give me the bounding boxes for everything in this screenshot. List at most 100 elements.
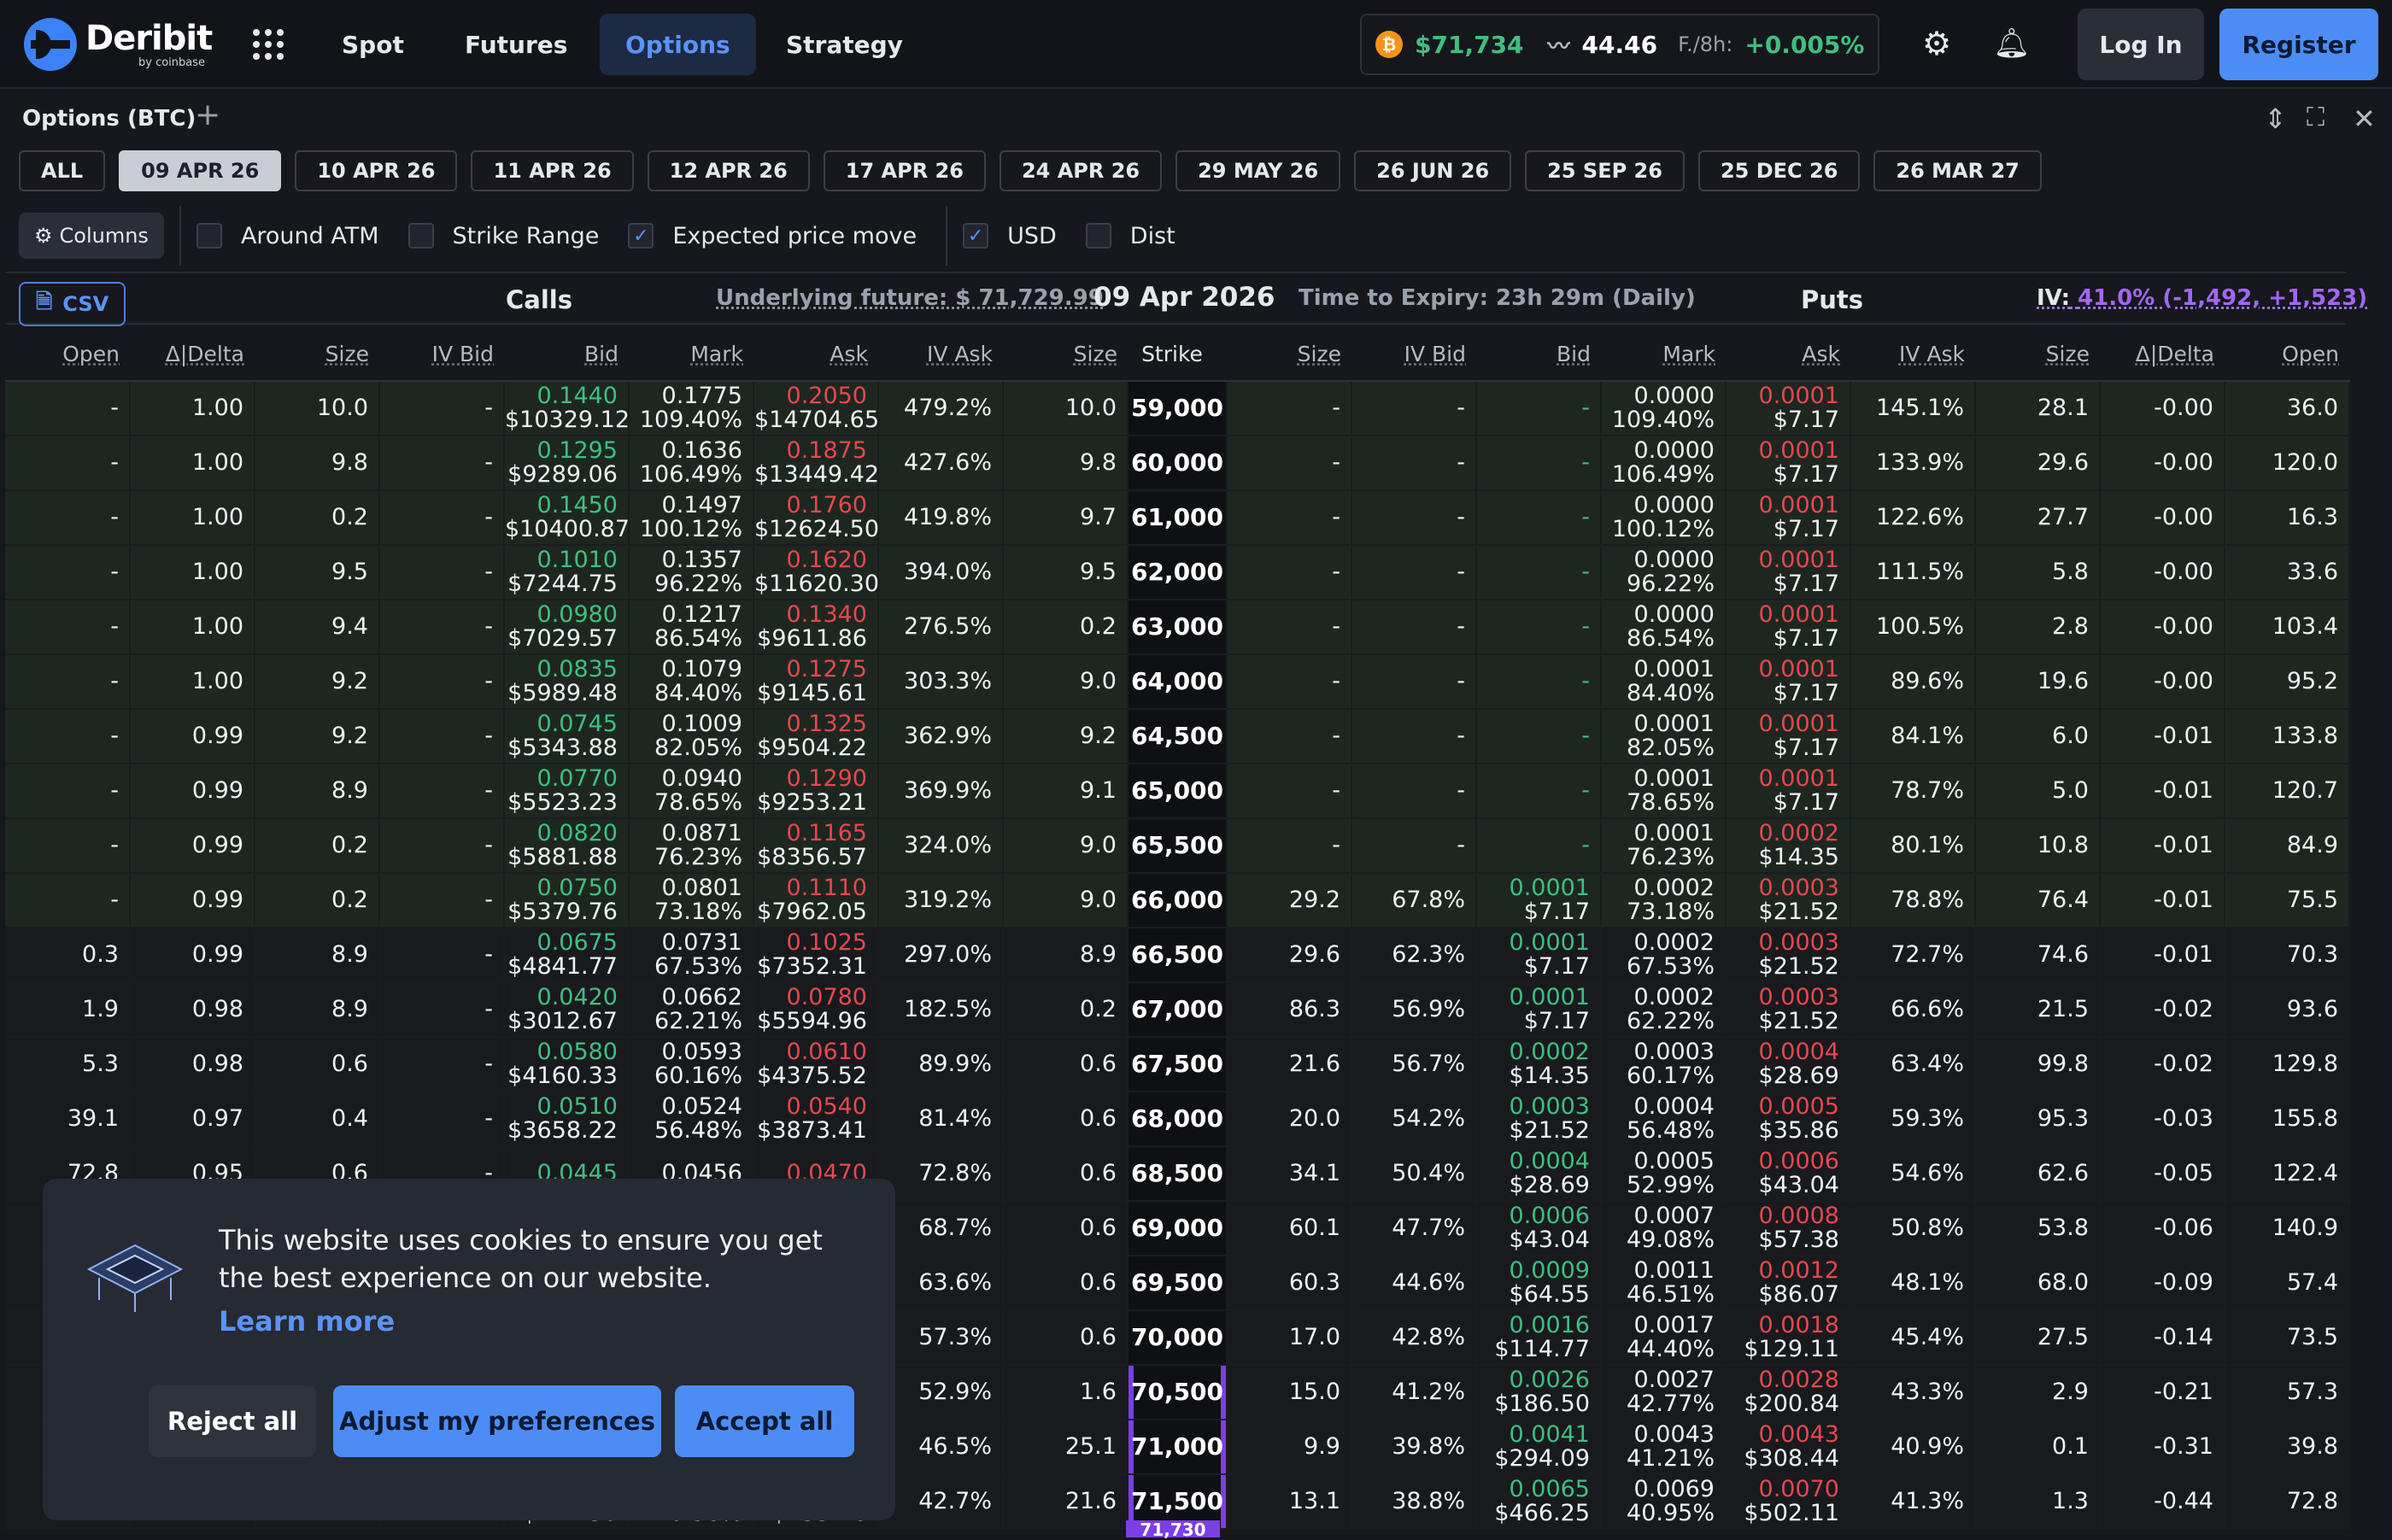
apps-grid-icon[interactable] xyxy=(253,29,284,60)
call-cell[interactable]: 0.2 xyxy=(1003,600,1129,655)
put-cell[interactable]: -0.05 xyxy=(2100,1146,2225,1202)
column-header[interactable]: Mark xyxy=(1601,328,1726,382)
put-cell[interactable]: 56.9% xyxy=(1351,982,1477,1038)
put-cell[interactable]: - xyxy=(1476,818,1602,874)
strike-cell[interactable]: 67,000 xyxy=(1128,982,1228,1038)
strike-cell[interactable]: 65,000 xyxy=(1128,764,1228,819)
put-cell[interactable]: 54.2% xyxy=(1351,1092,1477,1147)
call-cell[interactable]: 9.2 xyxy=(255,709,380,764)
call-cell[interactable]: 8.9 xyxy=(255,928,380,983)
call-cell[interactable]: 479.2% xyxy=(878,381,1004,436)
expiry-tab[interactable]: 26 MAR 27 xyxy=(1873,150,2042,191)
put-cell[interactable]: 0.0001 $7.17 xyxy=(1476,873,1602,928)
put-cell[interactable]: -0.00 xyxy=(2100,545,2225,600)
call-cell[interactable]: 0.0835 $5989.48 xyxy=(504,654,630,710)
strike-cell[interactable]: 60,000 xyxy=(1128,436,1228,491)
call-cell[interactable]: 0.99 xyxy=(130,873,255,928)
add-tab-icon[interactable]: + xyxy=(195,97,221,132)
put-cell[interactable]: 0.0070 $502.11 xyxy=(1726,1474,1851,1530)
call-cell[interactable]: 39.1 xyxy=(5,1092,131,1147)
put-cell[interactable]: 0.0026 $186.50 xyxy=(1476,1365,1602,1420)
put-cell[interactable]: 99.8 xyxy=(1975,1037,2101,1092)
put-cell[interactable]: 56.7% xyxy=(1351,1037,1477,1092)
call-cell[interactable]: 9.7 xyxy=(1003,490,1129,546)
call-cell[interactable]: 0.2 xyxy=(1003,982,1129,1038)
expiry-tab[interactable]: 24 APR 26 xyxy=(999,150,1163,191)
put-cell[interactable]: 0.0028 $200.84 xyxy=(1726,1365,1851,1420)
put-cell[interactable]: - xyxy=(1351,818,1477,874)
call-cell[interactable]: - xyxy=(379,436,505,491)
column-header[interactable]: Bid xyxy=(504,328,629,382)
call-cell[interactable]: 0.2 xyxy=(255,873,380,928)
put-cell[interactable]: 2.9 xyxy=(1975,1365,2101,1420)
put-cell[interactable]: - xyxy=(1227,818,1352,874)
expiry-tab[interactable]: 25 DEC 26 xyxy=(1697,150,1861,191)
call-cell[interactable]: 9.0 xyxy=(1003,654,1129,710)
put-cell[interactable]: - xyxy=(1227,436,1352,491)
option-row[interactable]: -0.99 8.9-0.0770 $5523.23 0.0940 78.65% 0.129… xyxy=(5,764,2350,819)
option-row[interactable]: -1.00 10.0-0.1440 $10329.12 0.1775 109.40% 0.… xyxy=(5,381,2350,436)
call-cell[interactable]: 0.1025 $7352.31 xyxy=(753,928,879,983)
call-cell[interactable]: 8.9 xyxy=(1003,928,1129,983)
nav-futures[interactable]: Futures xyxy=(465,30,568,59)
put-cell[interactable]: 0.0012 $86.07 xyxy=(1726,1256,1851,1311)
put-cell[interactable]: 70.3 xyxy=(2225,928,2350,983)
call-cell[interactable]: 5.3 xyxy=(5,1037,131,1092)
call-cell[interactable]: - xyxy=(5,600,131,655)
call-cell[interactable]: - xyxy=(379,545,505,600)
call-cell[interactable]: 0.1110 $7962.05 xyxy=(753,873,879,928)
call-cell[interactable]: 0.4 xyxy=(255,1092,380,1147)
call-cell[interactable]: 0.0420 $3012.67 xyxy=(504,982,630,1038)
put-cell[interactable]: 120.7 xyxy=(2225,764,2350,819)
put-cell[interactable]: -0.44 xyxy=(2100,1474,2225,1530)
put-cell[interactable]: 122.4 xyxy=(2225,1146,2350,1202)
put-cell[interactable]: 76.4 xyxy=(1975,873,2101,928)
put-cell[interactable]: 0.0001 $7.17 xyxy=(1726,490,1851,546)
put-cell[interactable]: 0.0002 $14.35 xyxy=(1476,1037,1602,1092)
call-cell[interactable]: 0.0871 76.23% xyxy=(629,818,754,874)
put-cell[interactable]: 20.0 xyxy=(1227,1092,1352,1147)
put-cell[interactable]: 140.9 xyxy=(2225,1201,2350,1256)
put-cell[interactable]: 0.0000 106.49% xyxy=(1601,436,1727,491)
toggle-strike-range[interactable]: Strike Range xyxy=(407,223,599,249)
call-cell[interactable]: - xyxy=(5,545,131,600)
put-cell[interactable]: - xyxy=(1476,709,1602,764)
call-cell[interactable]: 10.0 xyxy=(255,381,380,436)
call-cell[interactable]: 9.5 xyxy=(255,545,380,600)
put-cell[interactable]: 0.0003 60.17% xyxy=(1601,1037,1727,1092)
put-cell[interactable]: 89.6% xyxy=(1850,654,1976,710)
call-cell[interactable]: - xyxy=(5,436,131,491)
checkbox[interactable]: ✓ xyxy=(963,223,989,249)
call-cell[interactable]: 0.2050 $14704.65 xyxy=(753,381,879,436)
strike-cell[interactable]: 68,000 xyxy=(1128,1092,1228,1147)
call-cell[interactable]: 0.0750 $5379.76 xyxy=(504,873,630,928)
strike-cell[interactable]: 66,500 xyxy=(1128,928,1228,983)
put-cell[interactable]: -0.00 xyxy=(2100,436,2225,491)
put-cell[interactable]: 0.0000 109.40% xyxy=(1601,381,1727,436)
option-row[interactable]: -0.99 9.2-0.0745 $5343.88 0.1009 82.05% 0.132… xyxy=(5,709,2350,764)
put-cell[interactable]: 0.0001 $7.17 xyxy=(1726,709,1851,764)
put-cell[interactable]: 0.0000 100.12% xyxy=(1601,490,1727,546)
put-cell[interactable]: - xyxy=(1351,381,1477,436)
put-cell[interactable]: -0.01 xyxy=(2100,709,2225,764)
put-cell[interactable]: - xyxy=(1476,600,1602,655)
put-cell[interactable]: 0.0043 $308.44 xyxy=(1726,1420,1851,1475)
put-cell[interactable]: 133.9% xyxy=(1850,436,1976,491)
strike-cell[interactable]: 65,500 xyxy=(1128,818,1228,874)
toggle-expected-price-move[interactable]: ✓ Expected price move xyxy=(628,223,917,249)
put-cell[interactable]: 133.8 xyxy=(2225,709,2350,764)
put-cell[interactable]: 0.0000 96.22% xyxy=(1601,545,1727,600)
put-cell[interactable]: 120.0 xyxy=(2225,436,2350,491)
call-cell[interactable]: 46.5% xyxy=(878,1420,1004,1475)
accept-all-button[interactable]: Accept all xyxy=(675,1385,854,1457)
put-cell[interactable]: 0.0002 67.53% xyxy=(1601,928,1727,983)
put-cell[interactable]: 0.0001 $7.17 xyxy=(1726,436,1851,491)
put-cell[interactable]: 0.0001 $7.17 xyxy=(1726,764,1851,819)
option-row[interactable]: -1.00 9.2-0.0835 $5989.48 0.1079 84.40% 0.127… xyxy=(5,654,2350,710)
nav-options[interactable]: Options xyxy=(600,14,756,75)
expiry-tab[interactable]: 12 APR 26 xyxy=(647,150,810,191)
call-cell[interactable]: 0.0731 67.53% xyxy=(629,928,754,983)
column-header[interactable]: Mark xyxy=(629,328,753,382)
put-cell[interactable]: 0.1 xyxy=(1975,1420,2101,1475)
strike-cell[interactable]: 62,000 xyxy=(1128,545,1228,600)
